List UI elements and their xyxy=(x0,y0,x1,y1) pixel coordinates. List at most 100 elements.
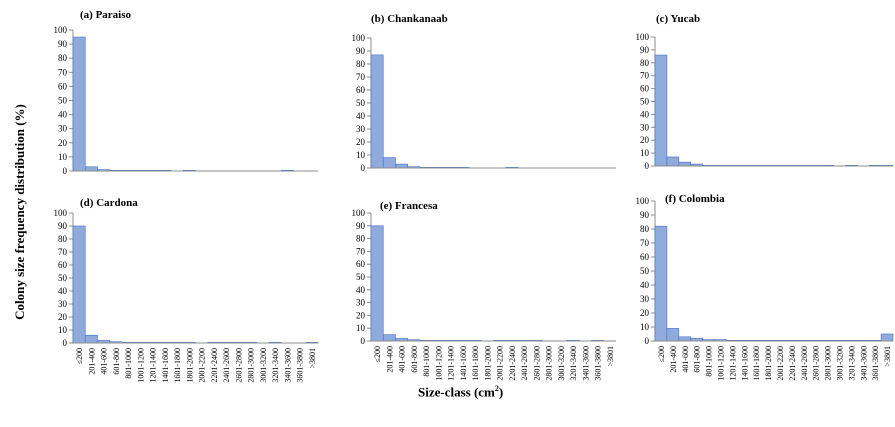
bar xyxy=(880,333,894,342)
x-tick-label: 2601-2800 xyxy=(812,346,821,381)
bar xyxy=(72,36,86,172)
y-tick-label: 100 xyxy=(636,32,650,42)
x-tick-label: 1201-1400 xyxy=(447,346,456,381)
x-tick-label: 3401-3600 xyxy=(581,346,590,381)
x-tick-label: 201-400 xyxy=(87,348,96,375)
y-tick-label: 80 xyxy=(356,234,366,244)
x-tick-label: 601-800 xyxy=(410,346,419,373)
x-axis-label-text: Size-class (cm xyxy=(418,384,495,400)
y-tick-label: 30 xyxy=(356,298,366,308)
y-tick-label: 40 xyxy=(58,110,68,120)
y-tick-label: 10 xyxy=(58,152,68,162)
x-tick-label: 2001-2200 xyxy=(496,346,505,381)
y-tick-label: 80 xyxy=(356,59,366,69)
y-tick-label: 70 xyxy=(58,67,68,77)
x-tick-label: 801-1000 xyxy=(124,348,133,379)
x-tick-label: 2601-2800 xyxy=(532,346,541,381)
x-tick-label: 1401-1600 xyxy=(740,346,749,381)
x-tick-label: 401-600 xyxy=(398,346,407,373)
y-tick-label: 50 xyxy=(58,273,68,283)
y-tick-label: 40 xyxy=(58,286,68,296)
x-tick-label: 1001-1200 xyxy=(434,346,443,381)
bar xyxy=(678,161,691,167)
panel-title: (d) Cardona xyxy=(80,197,138,209)
bar xyxy=(382,334,396,342)
x-tick-label: 3601-3800 xyxy=(594,346,603,381)
x-tick-label: 2001-2200 xyxy=(776,346,785,381)
x-tick-label: 3601-3800 xyxy=(296,348,305,383)
y-tick-label: 70 xyxy=(640,238,650,248)
x-tick-label: 2401-2600 xyxy=(520,346,529,381)
x-tick-label: 3201-3400 xyxy=(271,348,280,383)
x-tick-label: 3201-3400 xyxy=(569,346,578,381)
y-tick-label: 70 xyxy=(356,72,366,82)
x-tick-label: 3001-3200 xyxy=(835,346,844,381)
x-axis-label-superscript: 2 xyxy=(494,384,499,393)
x-tick-label: ≤200 xyxy=(657,346,666,362)
x-tick-label: 3001-3200 xyxy=(557,346,566,381)
y-tick-label: 60 xyxy=(640,84,650,94)
y-tick-label: 80 xyxy=(640,58,650,68)
x-tick-label: 801-1000 xyxy=(705,346,714,377)
y-tick-label: 0 xyxy=(361,336,366,346)
x-tick-label: ≤200 xyxy=(373,346,382,362)
y-tick-label: 60 xyxy=(356,259,366,269)
y-tick-label: 100 xyxy=(352,208,366,218)
x-tick-label: >3801 xyxy=(308,348,317,369)
x-tick-label: >3801 xyxy=(606,346,615,367)
x-tick-label: 2401-2600 xyxy=(222,348,231,383)
y-tick-label: 70 xyxy=(640,71,650,81)
x-tick-label: 2601-2800 xyxy=(234,348,243,383)
y-tick-label: 10 xyxy=(356,323,366,333)
x-tick-label: 3401-3600 xyxy=(859,346,868,381)
x-axis-label: Size-class (cm2) xyxy=(418,384,503,400)
y-tick-label: 0 xyxy=(63,338,68,348)
x-tick-label: 1601-1800 xyxy=(752,346,761,381)
bar xyxy=(84,334,98,344)
bar xyxy=(666,328,680,342)
x-tick-label: 1001-1200 xyxy=(716,346,725,381)
y-tick-label: 30 xyxy=(640,294,650,304)
x-tick-label: 3201-3400 xyxy=(847,346,856,381)
y-tick-label: 10 xyxy=(640,322,650,332)
y-tick-label: 70 xyxy=(356,246,366,256)
bar xyxy=(72,225,86,344)
x-tick-label: 601-800 xyxy=(112,348,121,375)
x-tick-label: 2801-3000 xyxy=(824,346,833,381)
y-axis-label: Colony size frequency distribution (%) xyxy=(12,104,27,320)
y-tick-label: 20 xyxy=(58,138,68,148)
y-tick-label: 40 xyxy=(640,109,650,119)
y-tick-label: 20 xyxy=(356,310,366,320)
y-tick-label: 10 xyxy=(58,325,68,335)
y-tick-label: 90 xyxy=(356,221,366,231)
y-tick-label: 20 xyxy=(58,312,68,322)
y-tick-label: 0 xyxy=(63,166,68,176)
bar xyxy=(382,157,396,169)
bar xyxy=(84,166,98,172)
panel-title: (c) Yucab xyxy=(656,13,700,25)
x-tick-label: 3601-3800 xyxy=(871,346,880,381)
y-tick-label: 50 xyxy=(640,97,650,107)
x-tick-label: 1401-1600 xyxy=(161,348,170,383)
x-tick-label: ≤200 xyxy=(75,348,84,364)
y-tick-label: 80 xyxy=(58,234,68,244)
y-tick-label: 100 xyxy=(352,33,366,43)
bar xyxy=(395,163,409,169)
y-tick-label: 100 xyxy=(54,25,68,35)
y-tick-label: 50 xyxy=(58,96,68,106)
bar xyxy=(370,54,384,169)
y-tick-label: 80 xyxy=(58,53,68,63)
y-tick-label: 0 xyxy=(645,161,650,171)
x-tick-label: 1601-1800 xyxy=(173,348,182,383)
x-tick-label: 801-1000 xyxy=(422,346,431,377)
x-tick-label: 2201-2400 xyxy=(210,348,219,383)
bar xyxy=(666,156,680,167)
y-tick-label: 30 xyxy=(640,122,650,132)
y-tick-label: 20 xyxy=(356,137,366,147)
x-tick-label: 1801-2000 xyxy=(764,346,773,381)
bar xyxy=(654,54,668,167)
panel-title: (b) Chankanaab xyxy=(371,13,448,25)
x-tick-label: 401-600 xyxy=(681,346,690,373)
x-tick-label: 2201-2400 xyxy=(508,346,517,381)
x-tick-label: 2401-2600 xyxy=(800,346,809,381)
